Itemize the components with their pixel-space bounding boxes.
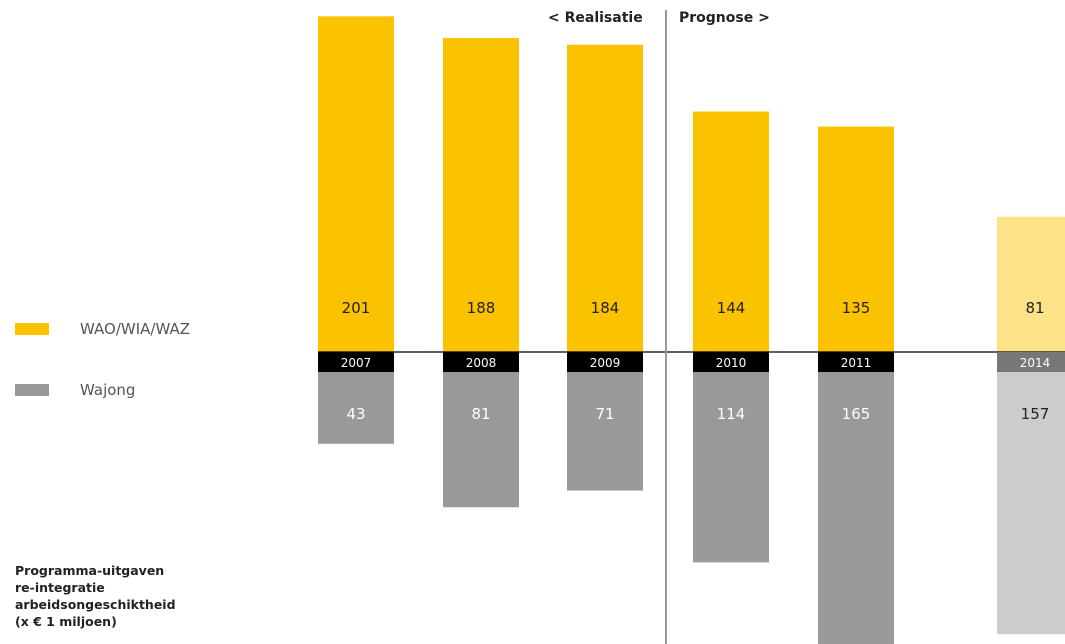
realisation-label: < Realisatie xyxy=(548,10,643,26)
caption-line: (x € 1 miljoen) xyxy=(15,614,117,629)
bar-wajong-2014 xyxy=(997,372,1065,635)
wajong-bars xyxy=(318,372,1065,644)
tick-label-2014: 2014 xyxy=(1020,356,1051,370)
data-label-wao-wia-waz-2011: 135 xyxy=(842,299,871,317)
data-label-wajong-2009: 71 xyxy=(595,405,614,423)
caption-line: re-integratie xyxy=(15,580,105,595)
year-label-bg-2009 xyxy=(567,352,643,372)
data-label-wao-wia-waz-2014: 81 xyxy=(1025,299,1044,317)
tick-label-2010: 2010 xyxy=(716,356,747,370)
caption-line: arbeidsongeschiktheid xyxy=(15,597,176,612)
bar-wao-wia-waz-2009 xyxy=(567,44,643,352)
bar-wajong-2010 xyxy=(693,372,769,563)
year-label-bg-2010 xyxy=(693,352,769,372)
bar-wao-wia-waz-2007 xyxy=(318,16,394,353)
tick-label-2008: 2008 xyxy=(466,356,497,370)
data-label-wajong-2014: 157 xyxy=(1021,405,1050,423)
year-label-bg-2007 xyxy=(318,352,394,372)
data-label-wajong-2010: 114 xyxy=(717,405,746,423)
legend-item-wajong: Wajong xyxy=(15,381,135,399)
tick-label-2007: 2007 xyxy=(341,356,372,370)
bar-wao-wia-waz-2008 xyxy=(443,38,519,352)
legend-swatch-wajong xyxy=(15,384,49,396)
bar-wao-wia-waz-2011 xyxy=(818,126,894,352)
forecast-label: Prognose > xyxy=(679,10,770,26)
bar-wao-wia-waz-2014 xyxy=(997,216,1065,352)
year-labels: 2007 2008 2009 2010 2011 2014 xyxy=(318,352,1065,372)
legend-item-wao-wia-waz: WAO/WIA/WAZ xyxy=(15,320,190,338)
data-label-wao-wia-waz-2008: 188 xyxy=(467,299,496,317)
caption-line: Programma-uitgaven xyxy=(15,563,165,578)
data-label-wajong-2008: 81 xyxy=(471,405,490,423)
data-label-wao-wia-waz-2009: 184 xyxy=(591,299,620,317)
legend-swatch-wao-wia-waz xyxy=(15,323,49,335)
wao-wia-waz-bars xyxy=(318,16,1065,353)
bar-wajong-2008 xyxy=(443,372,519,508)
year-label-bg-2008 xyxy=(443,352,519,372)
legend-label-wajong: Wajong xyxy=(80,381,136,399)
bar-wajong-2009 xyxy=(567,372,643,491)
tick-label-2011: 2011 xyxy=(841,356,872,370)
data-label-wao-wia-waz-2007: 201 xyxy=(342,299,371,317)
data-label-wajong-2011: 165 xyxy=(842,405,871,423)
bar-wajong-2007 xyxy=(318,372,394,444)
legend-label-wao-wia-waz: WAO/WIA/WAZ xyxy=(80,320,190,338)
bar-wajong-2011 xyxy=(818,372,894,644)
tick-label-2009: 2009 xyxy=(590,356,621,370)
data-label-wajong-2007: 43 xyxy=(346,405,365,423)
data-label-wao-wia-waz-2010: 144 xyxy=(717,299,746,317)
year-label-bg-2014 xyxy=(997,352,1065,372)
year-label-bg-2011 xyxy=(818,352,894,372)
chart-caption: Programma-uitgaven re-integratie arbeids… xyxy=(15,562,215,630)
bar-wao-wia-waz-2010 xyxy=(693,111,769,353)
value-labels: 201 43 188 81 184 71 144 114 135 165 81 157 xyxy=(342,299,1050,423)
